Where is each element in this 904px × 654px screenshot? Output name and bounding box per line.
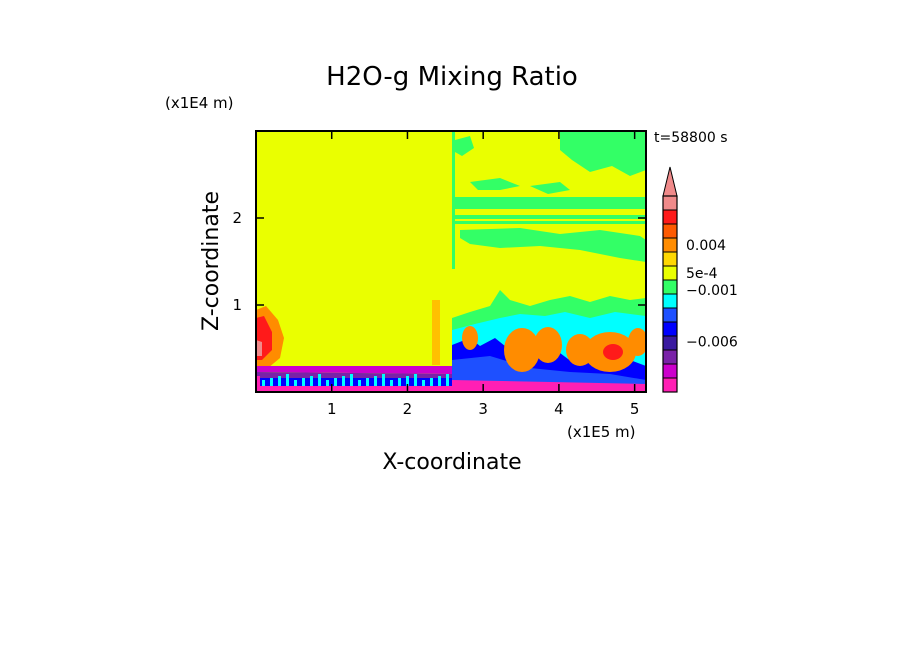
field-layer	[256, 366, 452, 374]
colorbar-swatch	[663, 252, 677, 266]
x-tick-label: 2	[403, 400, 413, 418]
x-axis-label: X-coordinate	[382, 450, 521, 475]
colorbar-swatch	[663, 224, 677, 238]
colorbar: 0.004 5e-4−0.001 −0.006	[662, 166, 738, 393]
field-streak	[350, 374, 353, 392]
field-layer	[452, 380, 646, 392]
field-band	[530, 182, 570, 194]
field-band	[560, 131, 646, 176]
time-label: t=58800 s	[654, 130, 728, 146]
field-band	[452, 215, 646, 219]
x-tick-label: 5	[630, 400, 640, 418]
colorbar-label: −0.001	[686, 283, 738, 299]
field-band	[452, 221, 646, 224]
colorbar-swatch	[663, 196, 677, 210]
x-tick-label: 4	[554, 400, 564, 418]
field-streak	[334, 378, 337, 392]
colorbar-swatch	[663, 210, 677, 224]
field-streak	[310, 376, 313, 392]
field-layer	[256, 376, 260, 392]
y-tick-label: 2	[232, 209, 242, 227]
field-region	[440, 300, 452, 365]
field-streak	[270, 378, 273, 392]
field-streak	[318, 374, 321, 392]
field-plume	[603, 344, 623, 360]
colorbar-label: 0.004	[686, 238, 726, 254]
y-axis-label: Z-coordinate	[199, 191, 224, 331]
field-streak	[430, 378, 433, 392]
y-scale-label: (x1E4 m)	[165, 94, 234, 112]
y-axis: 12	[232, 209, 646, 314]
field-streak	[382, 374, 385, 392]
field-band	[452, 197, 646, 209]
colorbar-swatch	[663, 266, 677, 280]
colorbar-swatch	[663, 350, 677, 364]
field-band	[460, 228, 646, 262]
field-streak	[302, 378, 305, 392]
colorbar-swatch	[663, 238, 677, 252]
field-streak	[414, 374, 417, 392]
colorbar-frame	[662, 195, 678, 393]
x-tick-label: 1	[327, 400, 337, 418]
field-layer	[256, 386, 452, 392]
field-streak	[366, 378, 369, 392]
colorbar-swatch	[663, 322, 677, 336]
chart-title: H2O-g Mixing Ratio	[326, 62, 578, 92]
colorbar-swatch	[663, 280, 677, 294]
field-band	[455, 136, 474, 156]
y-tick-label: 1	[232, 296, 242, 314]
colorbar-label: 5e-4	[686, 266, 718, 282]
colorbar-swatch	[663, 336, 677, 350]
colorbar-swatch	[663, 364, 677, 378]
field-band	[452, 131, 455, 269]
plot-frame	[255, 130, 647, 393]
colorbar-label: −0.006	[686, 335, 738, 351]
field-streak	[398, 378, 401, 392]
field-plume	[504, 328, 540, 372]
field-plume	[534, 327, 562, 363]
colorbar-swatch	[663, 308, 677, 322]
plot-field	[256, 131, 646, 392]
colorbar-extend-arrow	[662, 166, 678, 197]
field-band	[470, 178, 520, 190]
field-streak	[278, 376, 281, 392]
x-tick-label: 3	[478, 400, 488, 418]
field-streak	[446, 374, 449, 392]
field-streak	[342, 376, 345, 392]
x-axis: 1 2 3 4 5	[327, 131, 639, 418]
colorbar-swatch	[663, 378, 677, 392]
field-streak	[286, 374, 289, 392]
field-plume	[256, 340, 262, 356]
colorbar-swatch	[663, 294, 677, 308]
field-plume	[462, 326, 478, 350]
x-scale-label: (x1E5 m)	[567, 423, 636, 441]
field-streak	[374, 376, 377, 392]
field-plume	[628, 328, 646, 356]
field-streak	[438, 376, 441, 392]
